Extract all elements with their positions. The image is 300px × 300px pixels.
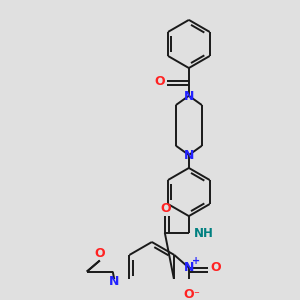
Text: O: O <box>154 75 165 88</box>
Text: O: O <box>184 288 194 300</box>
Text: NH: NH <box>194 227 213 240</box>
Text: O: O <box>94 247 105 260</box>
Text: +: + <box>191 256 200 266</box>
Text: N: N <box>109 275 119 288</box>
Text: O: O <box>211 261 221 274</box>
Text: N: N <box>184 261 194 274</box>
Text: N: N <box>184 149 194 162</box>
Text: O: O <box>160 202 171 215</box>
Text: ⁻: ⁻ <box>194 290 200 300</box>
Text: N: N <box>184 90 194 103</box>
